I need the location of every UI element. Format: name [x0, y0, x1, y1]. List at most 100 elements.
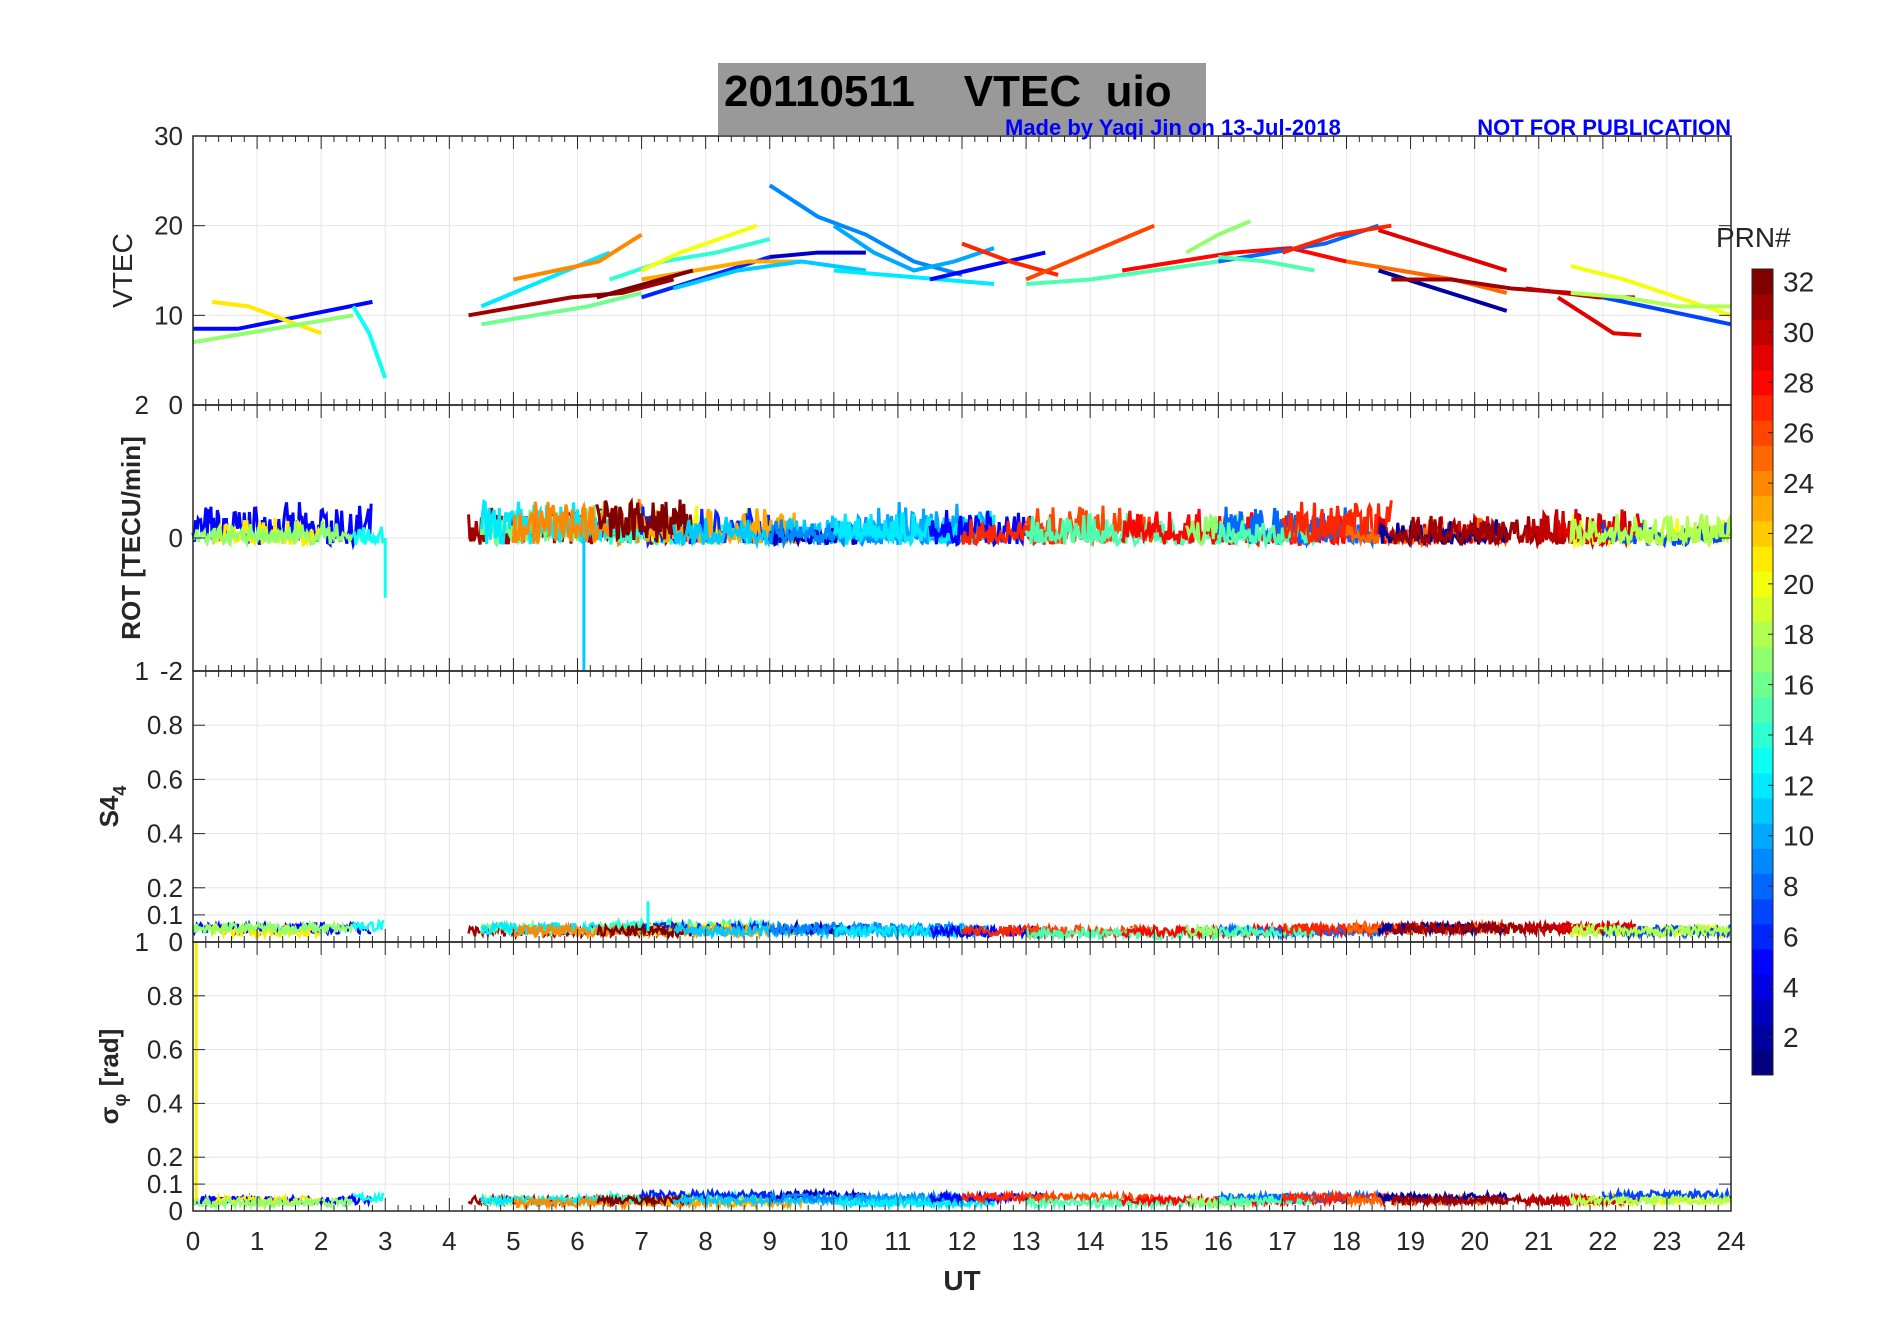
colorbar-segment-8	[1752, 873, 1773, 900]
colorbar-tick-label: 20	[1783, 569, 1814, 600]
y-axis-label-rot: ROT [TECU/min]	[116, 436, 146, 640]
colorbar-tick-label: 14	[1783, 720, 1814, 751]
vtec-arc-prn-11	[673, 259, 867, 291]
vtec-arc-prn-12	[833, 268, 995, 286]
rot-trace-prn-18	[1569, 513, 1733, 549]
x-tick-label: 0	[186, 1226, 200, 1256]
x-tick-label: 18	[1332, 1226, 1361, 1256]
s4-trace-prn-32	[596, 921, 695, 940]
x-tick-label: 11	[884, 1226, 911, 1256]
colorbar-segment-28	[1752, 369, 1773, 396]
colorbar-tick-label: 18	[1783, 619, 1814, 650]
sig-trace-prn-18	[1569, 1192, 1732, 1209]
x-tick-label: 5	[506, 1226, 520, 1256]
vtec-arc-prn-14	[608, 237, 771, 282]
x-tick-label: 16	[1204, 1226, 1233, 1256]
x-tick-label: 21	[1524, 1226, 1553, 1256]
vtec-arc-prn-16	[481, 290, 643, 327]
colorbar-frame	[1751, 268, 1774, 1076]
rot-trace-prn-15	[1216, 518, 1316, 550]
rot-trace-prn-13	[351, 526, 385, 547]
colorbar-tick-label: 24	[1783, 468, 1814, 499]
colorbar-segment-5	[1752, 949, 1773, 975]
colorbar-tick-label: 30	[1783, 317, 1814, 348]
s4-trace-prn-12	[480, 920, 611, 938]
vtec-arc-prn-15	[1218, 255, 1315, 273]
colorbar-segment-4	[1752, 974, 1773, 1000]
vtec-arc-prn-31	[468, 277, 675, 318]
x-tick-label: 6	[570, 1226, 584, 1256]
colorbar-segment-11	[1752, 797, 1773, 824]
vtec-arc-prn-23	[641, 259, 802, 282]
colorbar-segment-31	[1752, 294, 1773, 320]
colorbar-segment-23	[1752, 495, 1773, 522]
y-tick-label-sigma: 0.4	[147, 1088, 183, 1118]
s4-trace-prn-13	[352, 918, 385, 933]
colorbar-segment-26	[1752, 420, 1773, 446]
sig-trace-prn-12	[833, 1194, 996, 1212]
y-tick-label-s4: 1	[135, 656, 149, 686]
colorbar-segment-18	[1752, 621, 1773, 648]
x-tick-label: 13	[1012, 1226, 1041, 1256]
sig-trace-prn-17	[191, 1195, 354, 1211]
s4-trace-prn-17	[191, 919, 354, 939]
colorbar-tick-label: 32	[1783, 267, 1814, 298]
x-tick-label: 20	[1460, 1226, 1489, 1256]
colorbar-segment-24	[1752, 470, 1773, 497]
x-tick-label: 15	[1140, 1226, 1169, 1256]
rot-trace-prn-17	[191, 520, 354, 549]
y-tick-label-sigma: 0.1	[147, 1169, 183, 1199]
y-tick-label-vtec: 10	[154, 300, 183, 330]
y-tick-label-s4: 0.1	[147, 900, 183, 930]
y-tick-label-s4: 0.2	[147, 873, 183, 903]
vtec-arc-prn-12	[480, 250, 611, 309]
colorbar-segment-30	[1752, 319, 1773, 346]
vtec-arc-prn-29	[1377, 228, 1508, 273]
x-tick-label: 8	[698, 1226, 712, 1256]
x-tick-label: 19	[1396, 1226, 1425, 1256]
y-tick-label-s4: 0.4	[147, 819, 183, 849]
colorbar-tick-label: 2	[1783, 1022, 1799, 1053]
vtec-arc-prn-32	[596, 268, 694, 300]
y-tick-label-sigma: 0.2	[147, 1142, 183, 1172]
x-tick-label: 10	[819, 1226, 848, 1256]
colorbar-tick-label: 4	[1783, 972, 1799, 1003]
vtec-arc-prn-25	[1346, 259, 1508, 295]
y-tick-label-sigma: 1	[135, 927, 149, 957]
colorbar-segment-21	[1752, 546, 1773, 572]
x-tick-label: 2	[314, 1226, 328, 1256]
colorbar-segment-7	[1752, 898, 1773, 925]
x-tick-label: 1	[250, 1226, 264, 1256]
colorbar-segment-6	[1752, 923, 1773, 950]
title-box	[718, 63, 1206, 135]
rot-trace-prn-5	[928, 510, 1047, 548]
x-tick-label: 17	[1268, 1226, 1297, 1256]
vtec-arc-prn-17	[192, 313, 354, 345]
s4-trace-prn-18	[1570, 921, 1733, 941]
x-tick-label: 4	[442, 1226, 456, 1256]
y-tick-label-rot: 2	[135, 390, 149, 420]
colorbar-segment-29	[1752, 344, 1773, 371]
colorbar-segment-22	[1752, 520, 1773, 547]
vtec-arc-prn-29	[1556, 295, 1642, 338]
vtec-arc-prn-27	[961, 241, 1059, 277]
data-marks	[191, 183, 1733, 1212]
chart-title: 20110511 VTEC uio	[724, 67, 1172, 116]
y-tick-label-vtec: 30	[154, 121, 183, 151]
rot-trace-prn-32	[595, 497, 695, 543]
colorbar-segment-27	[1752, 394, 1773, 421]
s4-trace-prn-15	[1217, 922, 1316, 941]
vtec-arc-prn-2	[1377, 268, 1508, 313]
y-axis-label-sigma: σφ [rad]	[94, 1029, 130, 1125]
x-tick-label: 7	[634, 1226, 648, 1256]
x-tick-label: 12	[948, 1226, 977, 1256]
colorbar-segment-14	[1752, 722, 1773, 749]
colorbar-tick-label: 16	[1783, 670, 1814, 701]
colorbar-tick-label: 10	[1783, 821, 1814, 852]
colorbar-segment-15	[1752, 697, 1773, 723]
vtec-arc-prn-27	[1281, 223, 1392, 255]
colorbar-segment-1	[1752, 1049, 1773, 1076]
sig-trace-prn-27	[1281, 1188, 1393, 1206]
